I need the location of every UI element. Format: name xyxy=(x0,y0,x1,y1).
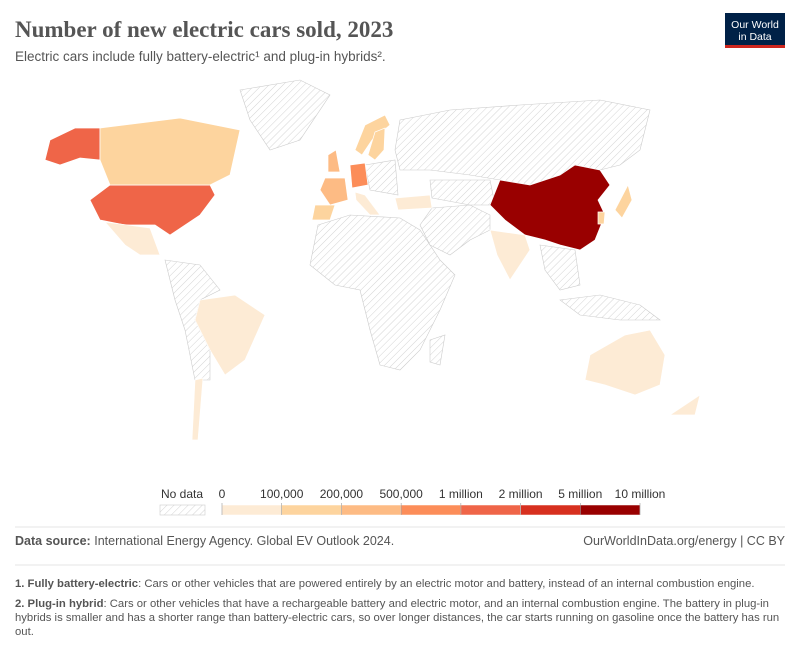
legend-label: 10 million xyxy=(615,487,666,501)
logo-bar xyxy=(725,45,785,48)
region xyxy=(327,149,341,173)
credit: OurWorldInData.org/energy | CC BY xyxy=(583,534,785,548)
region xyxy=(489,229,531,281)
region xyxy=(309,214,456,371)
legend-label: 1 million xyxy=(439,487,483,501)
title: Number of new electric cars sold, 2023 xyxy=(15,17,393,42)
footnote-term: 1. Fully battery-electric xyxy=(15,578,139,590)
legend-label: 100,000 xyxy=(260,487,304,501)
region xyxy=(354,114,391,156)
logo-text: in Data xyxy=(738,31,771,43)
legend-label: 0 xyxy=(219,487,226,501)
legend: 0 100,000 200,000 500,000 1 million 2 million… xyxy=(219,487,666,516)
legend-swatch xyxy=(341,504,402,516)
source: Data source: International Energy Agency… xyxy=(15,534,394,548)
subtitle: Electric cars include fully battery-elec… xyxy=(15,49,386,64)
source-label: Data source: xyxy=(15,534,91,548)
region xyxy=(614,184,633,219)
footnote-text: : Cars or other vehicles that are powere… xyxy=(138,578,755,590)
legend-label: 5 million xyxy=(558,487,602,501)
regions xyxy=(44,114,701,441)
legend-swatch xyxy=(580,504,641,516)
region xyxy=(44,127,101,166)
region xyxy=(419,204,491,256)
region xyxy=(668,394,701,416)
legend-swatch xyxy=(221,504,282,516)
legend-label: 200,000 xyxy=(320,487,364,501)
region xyxy=(597,211,606,225)
region xyxy=(429,334,446,366)
region xyxy=(354,191,381,216)
footnote-text: : Cars or other vehicles that have a rec… xyxy=(15,598,780,638)
region xyxy=(191,377,204,441)
source-text: International Energy Agency. Global EV O… xyxy=(94,534,394,548)
footnote-term: 2. Plug-in hybrid xyxy=(15,598,104,610)
region xyxy=(367,127,386,161)
region xyxy=(89,184,216,236)
region xyxy=(489,164,611,251)
legend-label: 2 million xyxy=(499,487,543,501)
region xyxy=(559,294,661,321)
region xyxy=(349,162,369,189)
footnotes: 1. Fully battery-electric: Cars or other… xyxy=(15,577,785,645)
logo xyxy=(725,13,785,48)
legend-swatch xyxy=(281,504,342,516)
legend-swatch xyxy=(460,504,521,516)
region xyxy=(99,117,241,186)
region xyxy=(104,221,161,256)
region xyxy=(429,179,496,206)
region xyxy=(311,204,336,221)
region xyxy=(319,177,349,206)
legend-label: 500,000 xyxy=(379,487,423,501)
no-data-regions xyxy=(164,79,661,381)
legend-swatch xyxy=(400,504,462,516)
region xyxy=(394,194,433,211)
region xyxy=(194,294,266,376)
region xyxy=(394,99,651,186)
region xyxy=(584,329,666,396)
legend-no-data xyxy=(159,504,206,516)
region xyxy=(539,244,581,291)
logo-text: Our World xyxy=(731,19,779,31)
chart: Number of new electric cars sold, 2023 E… xyxy=(15,13,786,566)
footnote: 1. Fully battery-electric: Cars or other… xyxy=(15,577,785,591)
legend-no-data-label: No data xyxy=(161,487,203,501)
legend-swatch xyxy=(520,504,581,516)
region xyxy=(239,79,331,151)
footnote: 2. Plug-in hybrid: Cars or other vehicle… xyxy=(15,597,785,639)
region xyxy=(364,159,399,196)
